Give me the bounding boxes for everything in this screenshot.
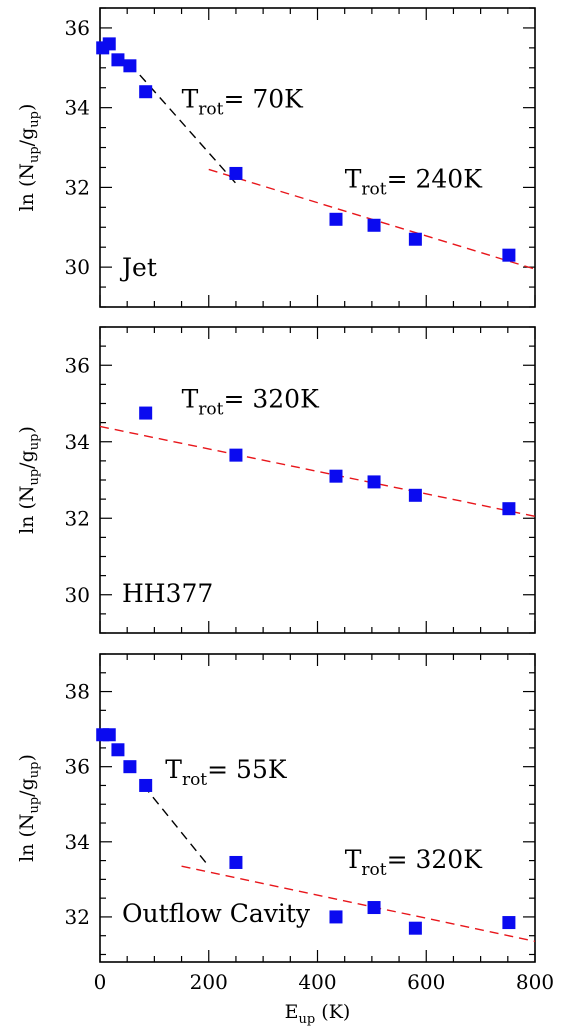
y-tick-label: 32 <box>65 506 90 530</box>
data-point <box>139 406 153 420</box>
y-tick-label: 36 <box>65 353 90 377</box>
trot-annotation: Trot= 320K <box>182 384 321 419</box>
x-tick-label: 800 <box>516 970 554 994</box>
y-tick-label: 30 <box>65 255 90 279</box>
data-point <box>329 212 343 226</box>
data-point <box>329 469 343 483</box>
panel-3: 32 34 36 38 0 200 400 600 800 Eup (K) ln (Nup/gup)… <box>16 653 554 1027</box>
y-tick-label: 32 <box>65 905 90 929</box>
y-tick-label: 36 <box>65 755 90 779</box>
panel-label: Jet <box>119 253 157 282</box>
fit-line <box>129 63 237 184</box>
data-point <box>229 166 243 180</box>
fit-line <box>142 785 210 867</box>
data-point <box>139 85 153 99</box>
y-tick-label: 34 <box>65 96 90 120</box>
x-tick-label: 0 <box>94 970 107 994</box>
trot-annotation: Trot= 320K <box>345 845 484 880</box>
trot-annotation: Trot= 55K <box>165 755 288 790</box>
trot-annotation: Trot= 70K <box>182 85 305 120</box>
data-point <box>367 901 381 915</box>
data-point <box>123 59 137 73</box>
data-point <box>229 855 243 869</box>
y-tick-label: 34 <box>65 430 90 454</box>
x-tick-label: 200 <box>190 970 228 994</box>
data-point <box>367 475 381 489</box>
x-tick-label: 400 <box>298 970 336 994</box>
data-point <box>367 218 381 232</box>
y-axis-label: ln (Nup/gup) <box>16 426 42 534</box>
data-point <box>502 248 516 262</box>
data-point <box>111 53 125 67</box>
panel-label: Outflow Cavity <box>122 899 311 928</box>
data-point <box>229 448 243 462</box>
x-tick-label: 600 <box>407 970 445 994</box>
fit-line <box>181 865 536 943</box>
y-tick-label: 34 <box>65 830 90 854</box>
panel-label: HH377 <box>122 579 213 608</box>
data-point <box>408 488 422 502</box>
panel-1: 30 32 34 36 ln (Nup/gup) Trot= 70K Trot= 240K J… <box>16 7 536 308</box>
data-point <box>408 921 422 935</box>
data-point <box>111 743 125 757</box>
y-axis-label: ln (Nup/gup) <box>16 104 42 212</box>
data-point <box>123 760 137 774</box>
data-point <box>408 232 422 246</box>
plot-frame <box>99 7 536 308</box>
fit-line <box>99 425 536 518</box>
panel-2: 30 32 34 36 ln (Nup/gup) Trot= 320K HH377 <box>16 326 536 634</box>
data-point <box>329 910 343 924</box>
y-tick-label: 36 <box>65 16 90 40</box>
y-tick-label: 32 <box>65 175 90 199</box>
data-point <box>502 916 516 930</box>
trot-annotation: Trot= 240K <box>345 164 484 199</box>
x-axis-label: Eup (K) <box>285 1001 351 1027</box>
y-tick-label: 30 <box>65 583 90 607</box>
data-point <box>102 37 116 51</box>
y-tick-label: 38 <box>65 680 90 704</box>
y-axis-label: ln (Nup/gup) <box>16 754 42 862</box>
data-point <box>139 778 153 792</box>
data-point <box>502 502 516 516</box>
data-point <box>102 728 116 742</box>
